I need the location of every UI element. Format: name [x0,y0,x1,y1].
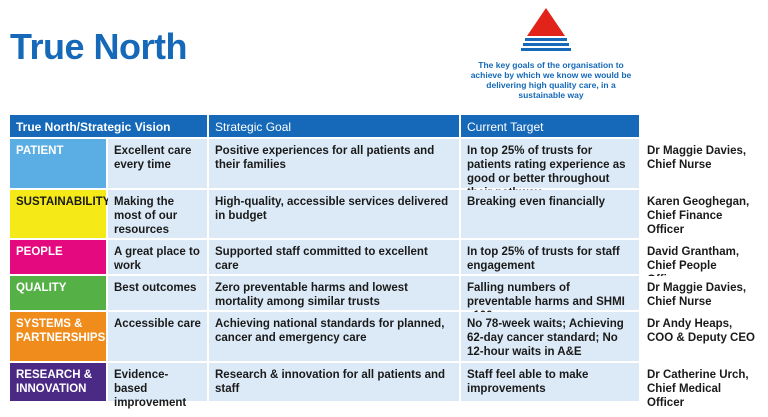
table-row: SYSTEMS & PARTNERSHIPS Accessible care Ach… [10,312,762,363]
header-target: Current Target [461,115,639,137]
owner-cell: Dr Maggie Davies, Chief Nurse [641,139,762,188]
goal-cell: Positive experiences for all patients an… [209,139,459,188]
page-title: True North [10,26,188,67]
owner-cell: Dr Catherine Urch, Chief Medical Officer [641,363,762,409]
table-row: SUSTAINABILITY Making the most of our res… [10,190,762,240]
target-cell: Staff feel able to make improvements [461,363,639,401]
goal-cell: Achieving national standards for planned… [209,312,459,361]
target-cell: No 78-week waits; Achieving 62-day cance… [461,312,639,361]
owner-cell: Dr Maggie Davies, Chief Nurse [641,276,762,310]
true-north-table: True North/Strategic Vision Strategic Go… [10,115,762,409]
goal-cell: Research & innovation for all patients a… [209,363,459,401]
pillar-label: RESEARCH & INNOVATION [10,363,106,401]
goal-cell: Zero preventable harms and lowest mortal… [209,276,459,310]
table-row: RESEARCH & INNOVATION Evidence-based impr… [10,363,762,409]
pillar-label: SYSTEMS & PARTNERSHIPS [10,312,106,361]
vision-cell: Making the most of our resources [108,190,207,238]
goal-cell: High-quality, accessible services delive… [209,190,459,238]
owner-cell: Dr Andy Heaps, COO & Deputy CEO [641,312,762,361]
goal-cell: Supported staff committed to excellent c… [209,240,459,274]
pillar-label: PATIENT [10,139,106,188]
header-goal: Strategic Goal [209,115,459,137]
vision-cell: Evidence-based improvement [108,363,207,409]
vision-cell: Accessible care [108,312,207,361]
header-vision: True North/Strategic Vision [10,115,207,137]
owner-cell: Karen Geoghegan, Chief Finance Officer [641,190,762,238]
vision-cell: A great place to work [108,240,207,274]
tagline: The key goals of the organisation to ach… [470,60,632,100]
target-cell: Breaking even financially [461,190,639,238]
owner-cell: David Grantham, Chief People Officer [641,240,762,286]
target-cell: Falling numbers of preventable harms and… [461,276,639,322]
vision-cell: Excellent care every time [108,139,207,188]
pillar-label: PEOPLE [10,240,106,274]
header-owner-blank [641,115,762,137]
pyramid-logo-icon [521,8,571,54]
pillar-label: SUSTAINABILITY [10,190,110,238]
pillar-label: QUALITY [10,276,106,310]
table-row: PEOPLE A great place to work Supported sta… [10,240,762,286]
target-cell: In top 25% of trusts for staff engagemen… [461,240,639,274]
vision-cell: Best outcomes [108,276,207,310]
table-header-row: True North/Strategic Vision Strategic Go… [10,115,762,139]
table-row: QUALITY Best outcomes Zero preventable har… [10,276,762,322]
table-row: PATIENT Excellent care every time Positive… [10,139,762,199]
target-cell: In top 25% of trusts for patients rating… [461,139,639,199]
